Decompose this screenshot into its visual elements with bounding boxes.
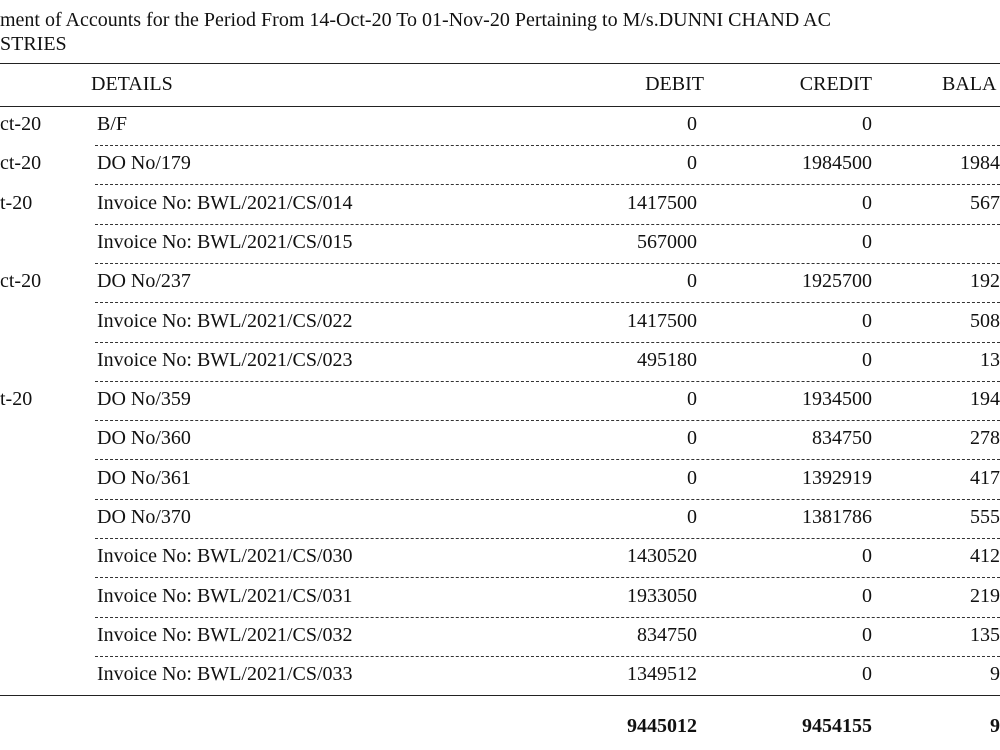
column-header: BALA <box>942 73 997 95</box>
balance-cell: 1984 <box>960 152 1000 175</box>
rule <box>0 63 1000 64</box>
total-cell: 9454155 <box>802 714 872 737</box>
balance-cell: 278 <box>970 427 1000 450</box>
balance-cell: 567 <box>970 191 1000 214</box>
credit-cell: 1934500 <box>802 388 872 411</box>
balance-cell: 194 <box>970 388 1000 411</box>
column-header: DETAILS <box>91 73 173 95</box>
debit-cell: 0 <box>687 427 697 450</box>
title-line: ment of Accounts for the Period From 14-… <box>0 9 831 31</box>
date-cell: t-20 <box>0 388 33 411</box>
debit-cell: 0 <box>687 152 697 175</box>
credit-cell: 1925700 <box>802 270 872 293</box>
rule <box>0 106 1000 107</box>
credit-cell: 0 <box>862 113 872 135</box>
row-separator <box>95 498 1000 500</box>
details-cell: DO No/361 <box>97 466 191 489</box>
balance-cell: 417 <box>970 466 1000 489</box>
row-separator <box>95 380 1000 382</box>
details-cell: DO No/360 <box>97 427 191 450</box>
row-separator <box>95 459 1000 461</box>
debit-cell: 0 <box>687 113 697 135</box>
row-separator <box>95 655 1000 657</box>
balance-cell: 135 <box>970 623 1000 646</box>
debit-cell: 1349512 <box>627 663 697 686</box>
date-cell: ct-20 <box>0 152 42 175</box>
details-cell: Invoice No: BWL/2021/CS/022 <box>97 309 353 332</box>
details-cell: Invoice No: BWL/2021/CS/030 <box>97 545 353 568</box>
credit-cell: 1984500 <box>802 152 872 175</box>
details-cell: Invoice No: BWL/2021/CS/014 <box>97 191 353 214</box>
details-cell: DO No/179 <box>97 152 191 175</box>
details-cell: DO No/237 <box>97 270 191 293</box>
credit-cell: 0 <box>862 584 872 607</box>
debit-cell: 0 <box>687 388 697 411</box>
debit-cell: 495180 <box>637 348 697 371</box>
credit-cell: 1381786 <box>802 506 872 528</box>
credit-cell: 1392919 <box>802 466 872 489</box>
credit-cell: 0 <box>862 348 872 371</box>
balance-cell: 9 <box>990 663 1000 686</box>
details-cell: Invoice No: BWL/2021/CS/023 <box>97 348 353 371</box>
balance-cell: 412 <box>970 545 1000 568</box>
details-cell: DO No/359 <box>97 388 191 411</box>
details-cell: Invoice No: BWL/2021/CS/032 <box>97 623 353 646</box>
date-cell: ct-20 <box>0 113 42 135</box>
title-line: STRIES <box>0 33 67 55</box>
credit-cell: 0 <box>862 663 872 686</box>
row-separator <box>95 184 1000 186</box>
balance-cell: 508 <box>970 309 1000 332</box>
rule <box>0 695 1000 696</box>
date-cell: t-20 <box>0 191 33 214</box>
balance-cell: 13 <box>980 348 1000 371</box>
details-cell: Invoice No: BWL/2021/CS/015 <box>97 230 353 253</box>
credit-cell: 0 <box>862 309 872 332</box>
total-cell: 9445012 <box>627 714 697 737</box>
credit-cell: 834750 <box>812 427 872 450</box>
credit-cell: 0 <box>862 623 872 646</box>
debit-cell: 0 <box>687 466 697 489</box>
row-separator <box>95 616 1000 618</box>
row-separator <box>95 341 1000 343</box>
details-cell: Invoice No: BWL/2021/CS/033 <box>97 663 353 686</box>
total-cell: 9 <box>990 714 1000 737</box>
row-separator <box>95 538 1000 539</box>
row-separator <box>95 577 1000 579</box>
credit-cell: 0 <box>862 230 872 253</box>
balance-cell: 555 <box>970 506 1000 528</box>
details-cell: B/F <box>97 113 128 135</box>
row-separator <box>95 420 1000 422</box>
row-separator <box>95 302 1000 304</box>
debit-cell: 834750 <box>637 623 697 646</box>
debit-cell: 0 <box>687 270 697 293</box>
debit-cell: 1430520 <box>627 545 697 568</box>
debit-cell: 1417500 <box>627 191 697 214</box>
debit-cell: 1417500 <box>627 309 697 332</box>
row-separator <box>95 262 1000 264</box>
details-cell: Invoice No: BWL/2021/CS/031 <box>97 584 353 607</box>
credit-cell: 0 <box>862 191 872 214</box>
row-separator <box>95 223 1000 225</box>
debit-cell: 1933050 <box>627 584 697 607</box>
column-header: DEBIT <box>645 73 704 95</box>
balance-cell: 219 <box>970 584 1000 607</box>
row-separator <box>95 145 1000 146</box>
credit-cell: 0 <box>862 545 872 568</box>
date-cell: ct-20 <box>0 270 42 293</box>
balance-cell: 192 <box>970 270 1000 293</box>
column-header: CREDIT <box>799 73 872 95</box>
debit-cell: 567000 <box>637 230 697 253</box>
debit-cell: 0 <box>687 506 697 528</box>
details-cell: DO No/370 <box>97 506 191 528</box>
